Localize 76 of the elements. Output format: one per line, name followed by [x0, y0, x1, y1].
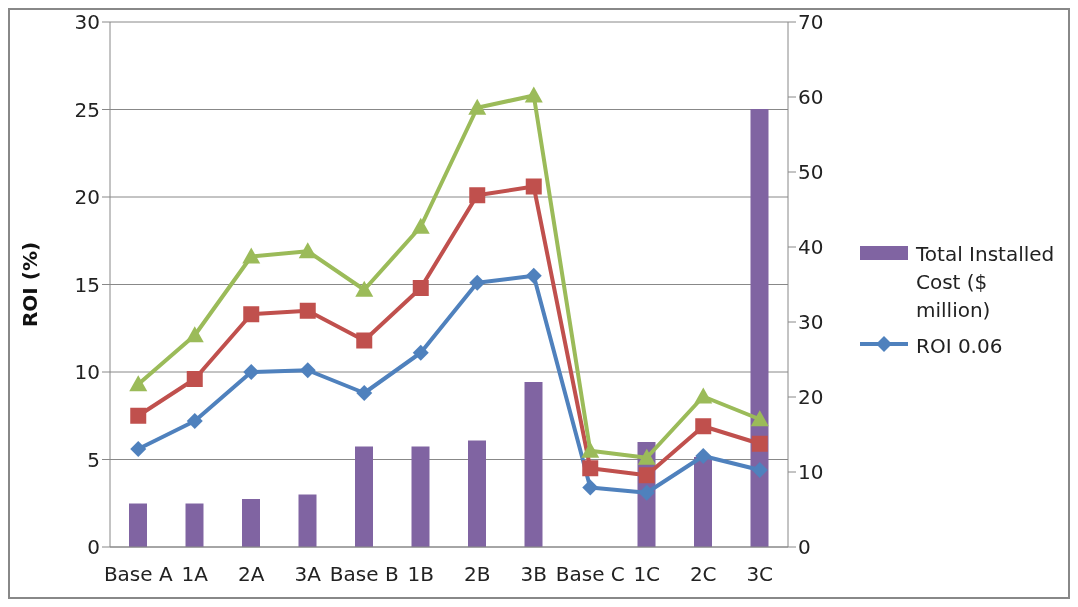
- bar: [750, 109, 769, 547]
- point: [694, 387, 713, 404]
- y2-tick-label: 60: [798, 85, 824, 110]
- x-tick-label: 2A: [238, 562, 265, 587]
- bar: [355, 446, 373, 547]
- point: [525, 178, 542, 195]
- legend-label: Total Installed Cost ($ million): [916, 240, 1056, 324]
- point: [637, 448, 656, 465]
- x-tick-label: Base C: [555, 562, 625, 587]
- bar: [524, 382, 543, 547]
- x-tick-label: 1A: [181, 562, 209, 587]
- point: [469, 274, 486, 291]
- y-tick-label: 5: [87, 447, 100, 472]
- point: [299, 302, 316, 319]
- point: [638, 467, 655, 484]
- point: [243, 364, 260, 380]
- point: [186, 371, 203, 387]
- y-tick-label: 20: [74, 185, 100, 210]
- bar: [411, 446, 430, 547]
- point: [524, 86, 543, 103]
- point: [185, 326, 204, 343]
- y-tick-label: 10: [74, 360, 100, 385]
- point: [581, 441, 600, 458]
- point: [130, 441, 147, 457]
- x-tick-label: 3B: [520, 562, 547, 587]
- y2-tick-label: 40: [798, 235, 824, 260]
- point: [243, 306, 260, 323]
- bar: [694, 457, 712, 547]
- point: [582, 460, 599, 477]
- x-tick-label: 1B: [407, 562, 434, 587]
- point: [751, 462, 768, 478]
- point: [525, 267, 542, 284]
- point: [411, 217, 430, 234]
- bar: [298, 494, 317, 547]
- y-axis-title: ROI (%): [18, 241, 43, 328]
- point: [129, 375, 148, 392]
- x-tick-label: 2C: [689, 562, 717, 587]
- point: [242, 247, 261, 264]
- point: [130, 407, 147, 424]
- x-tick-label: Base A: [103, 562, 173, 587]
- legend-label: ROI 0.06: [916, 332, 1003, 360]
- point: [299, 362, 316, 379]
- point: [751, 435, 768, 452]
- y-tick-label: 30: [74, 10, 100, 35]
- x-tick-label: 3A: [294, 562, 322, 587]
- point: [469, 187, 486, 204]
- x-tick-label: Base B: [329, 562, 399, 587]
- point: [695, 418, 712, 435]
- y2-tick-label: 10: [798, 460, 824, 485]
- point: [695, 448, 712, 464]
- point: [582, 479, 599, 496]
- y2-tick-label: 0: [798, 535, 811, 560]
- point: [356, 385, 373, 401]
- y2-tick-label: 20: [798, 385, 824, 410]
- point: [412, 280, 429, 296]
- bar: [129, 503, 147, 547]
- y2-tick-label: 50: [798, 160, 824, 185]
- y-tick-label: 15: [74, 272, 100, 297]
- y2-tick-label: 70: [798, 10, 824, 35]
- bar: [468, 440, 486, 547]
- point: [750, 410, 769, 427]
- x-tick-label: 3C: [746, 562, 774, 587]
- x-tick-label: 2B: [464, 562, 491, 587]
- point: [356, 332, 373, 349]
- point: [412, 344, 429, 361]
- point: [186, 413, 203, 429]
- y-tick-label: 25: [74, 97, 100, 122]
- point: [298, 242, 317, 259]
- point: [355, 280, 374, 297]
- x-tick-label: 1C: [633, 562, 661, 587]
- point: [638, 484, 655, 501]
- bar: [185, 503, 204, 547]
- bar: [242, 499, 260, 547]
- y-tick-label: 0: [87, 535, 100, 560]
- y2-tick-label: 30: [798, 310, 824, 335]
- point: [468, 98, 487, 115]
